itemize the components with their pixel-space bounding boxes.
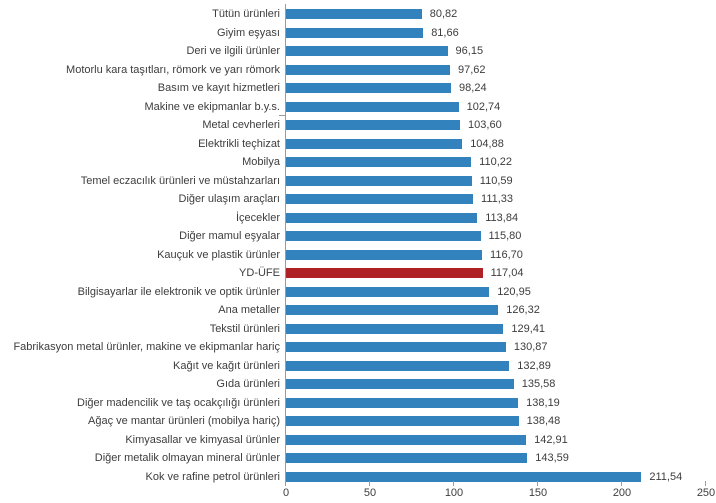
- value-axis-tick: [369, 481, 370, 486]
- category-label: Deri ve ilgili ürünler: [186, 45, 280, 57]
- category-label: Mobilya: [242, 156, 280, 168]
- category-label: Kauçuk ve plastik ürünler: [157, 248, 280, 261]
- value-label: 117,04: [490, 267, 524, 279]
- value-axis-tick: [621, 481, 622, 486]
- category-label: Tütün ürünleri: [212, 8, 280, 20]
- category-label: İçecekler: [235, 211, 280, 224]
- category-label: Basım ve kayıt hizmetleri: [157, 82, 280, 94]
- category-label: Ağaç ve mantar ürünleri (mobilya hariç): [88, 415, 280, 427]
- bar: [286, 64, 450, 75]
- value-label: 132,89: [517, 359, 551, 372]
- value-label: 81,66: [431, 26, 459, 39]
- value-axis-tick: [705, 481, 706, 486]
- bar: [286, 286, 490, 297]
- value-label: 102,74: [466, 100, 501, 113]
- value-label: 98,24: [459, 82, 487, 94]
- value-label: 130,87: [513, 341, 548, 353]
- value-label: 111,33: [481, 193, 514, 205]
- bar: [286, 360, 510, 371]
- value-axis-tick: [285, 481, 286, 486]
- value-label: 113,84: [485, 211, 519, 224]
- bar: [286, 342, 506, 352]
- category-label: Gıda ürünleri: [216, 378, 280, 390]
- value-label: 96,15: [455, 45, 484, 57]
- category-label: Diğer metalik olmayan mineral ürünler: [94, 452, 280, 464]
- value-axis-tick-label: 50: [363, 487, 377, 499]
- value-axis-tick: [453, 481, 454, 486]
- value-label: 80,82: [429, 8, 458, 20]
- value-label: 211,54: [649, 470, 683, 483]
- bar: [286, 83, 452, 93]
- bar: [286, 138, 463, 149]
- bar: [286, 157, 472, 167]
- category-label: Elektrikli teçhizat: [198, 137, 280, 150]
- bar: [286, 379, 514, 389]
- value-label: 138,48: [526, 415, 561, 427]
- category-label: Makine ve ekipmanlar b.y.s.: [144, 100, 280, 113]
- value-label: 115,80: [488, 230, 522, 242]
- value-axis-tick: [537, 481, 538, 486]
- category-label: Kimyasallar ve kimyasal ürünler: [125, 433, 280, 446]
- value-label: 138,19: [526, 396, 560, 409]
- category-label: Diğer mamul eşyalar: [179, 230, 280, 242]
- value-axis-tick-label: 250: [696, 487, 716, 499]
- category-label: Kağıt ve kağıt ürünleri: [172, 359, 280, 372]
- bar: [286, 397, 519, 408]
- category-label: Diğer madencilik ve taş ocakçılığı ürünl…: [77, 396, 280, 409]
- value-label: 116,70: [490, 248, 523, 261]
- value-label: 142,91: [534, 433, 568, 446]
- category-label: Giyim eşyası: [217, 26, 280, 39]
- category-label: Diğer ulaşım araçları: [178, 193, 280, 205]
- value-axis-tick-label: 100: [444, 487, 464, 499]
- value-label: 97,62: [458, 63, 486, 76]
- bar: [286, 27, 424, 38]
- category-label: Bilgisayarlar ile elektronik ve optik ür…: [77, 285, 280, 298]
- value-label: 110,22: [479, 156, 512, 168]
- bar: [286, 194, 474, 204]
- category-label: Tekstil ürünleri: [209, 322, 280, 335]
- bar: [286, 305, 499, 315]
- value-label: 103,60: [468, 119, 502, 131]
- bar: [286, 249, 483, 260]
- bar: [286, 416, 519, 426]
- bar: [286, 46, 448, 56]
- category-label: Metal cevherleri: [202, 119, 280, 131]
- value-axis-tick-label: 200: [612, 487, 632, 499]
- bar: [286, 231, 481, 241]
- bar: [286, 323, 504, 334]
- bar: [286, 434, 527, 445]
- bar: [286, 120, 461, 130]
- bar: [286, 212, 478, 223]
- category-label: Kok ve rafine petrol ürünleri: [145, 470, 280, 483]
- bar: [286, 471, 642, 482]
- category-label: YD-ÜFE: [239, 267, 280, 279]
- bar: [286, 453, 528, 463]
- value-label: 135,58: [521, 378, 556, 390]
- bar: [286, 9, 422, 19]
- value-label: 129,41: [511, 322, 546, 335]
- value-label: 110,59: [479, 174, 513, 187]
- value-label: 120,95: [497, 285, 531, 298]
- category-axis-tick: [279, 115, 286, 116]
- category-label: Ana metaller: [218, 304, 280, 316]
- bar: [286, 175, 472, 186]
- category-axis-line: [285, 4, 286, 482]
- value-label: 104,88: [470, 137, 504, 150]
- value-axis-tick-label: 150: [528, 487, 548, 499]
- category-label: Motorlu kara taşıtları, römork ve yarı r…: [66, 63, 280, 76]
- value-axis-tick-label: 0: [282, 487, 290, 499]
- value-label: 126,32: [506, 304, 540, 316]
- value-label: 143,59: [535, 452, 569, 464]
- bar: [286, 101, 459, 112]
- category-label: Temel eczacılık ürünleri ve müstahzarlar…: [80, 174, 280, 187]
- category-label: Fabrikasyon metal ürünler, makine ve eki…: [13, 341, 280, 353]
- highlight-bar: [286, 268, 483, 278]
